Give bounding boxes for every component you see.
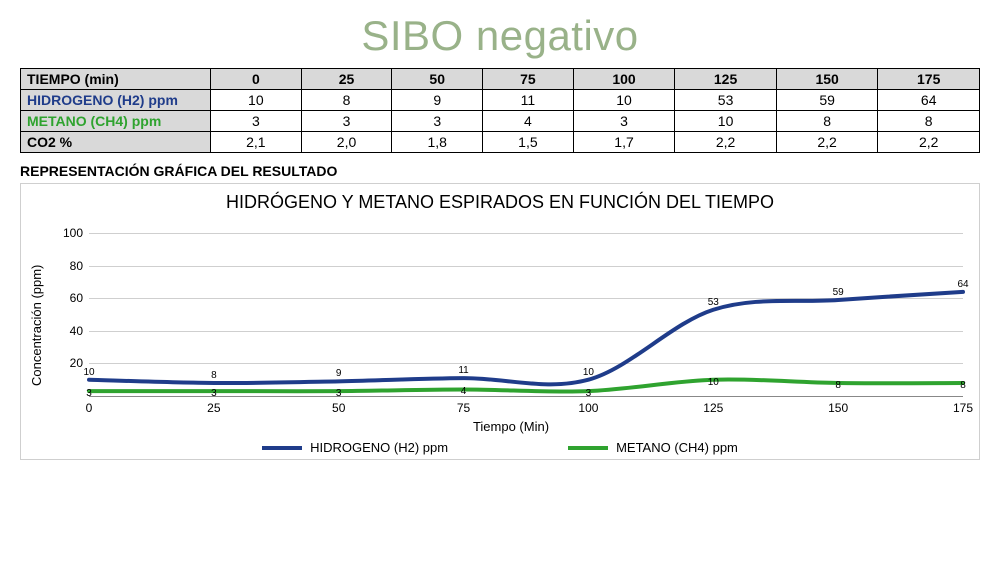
th-t3: 75 — [483, 69, 574, 90]
point-label: 8 — [960, 380, 966, 391]
cell: 3 — [211, 111, 302, 132]
cell: 8 — [301, 90, 392, 111]
point-label: 59 — [833, 287, 844, 298]
cell: 10 — [211, 90, 302, 111]
x-tick-label: 25 — [207, 401, 220, 415]
row-label-ch4: METANO (CH4) ppm — [21, 111, 211, 132]
row-label-h2: HIDROGENO (H2) ppm — [21, 90, 211, 111]
legend-swatch-ch4 — [568, 446, 608, 450]
cell: 2,2 — [878, 132, 980, 153]
chart-plot: 2040608010010891110535964333431088 — [89, 217, 963, 397]
th-t5: 125 — [675, 69, 777, 90]
cell: 59 — [776, 90, 878, 111]
th-t1: 25 — [301, 69, 392, 90]
row-label-co2: CO2 % — [21, 132, 211, 153]
y-tick-label: 100 — [51, 226, 83, 240]
cell: 2,1 — [211, 132, 302, 153]
th-t6: 150 — [776, 69, 878, 90]
legend-item-h2: HIDROGENO (H2) ppm — [262, 440, 448, 455]
cell: 9 — [392, 90, 483, 111]
table-row-co2: CO2 % 2,1 2,0 1,8 1,5 1,7 2,2 2,2 2,2 — [21, 132, 980, 153]
th-t7: 175 — [878, 69, 980, 90]
th-t4: 100 — [573, 69, 675, 90]
chart-lines — [89, 217, 963, 396]
cell: 64 — [878, 90, 980, 111]
legend-label-ch4: METANO (CH4) ppm — [616, 440, 738, 455]
cell: 4 — [483, 111, 574, 132]
point-label: 4 — [461, 386, 467, 397]
y-tick-label: 80 — [51, 259, 83, 273]
page-title: SIBO negativo — [0, 12, 1000, 60]
point-label: 8 — [211, 370, 217, 381]
chart-title: HIDRÓGENO Y METANO ESPIRADOS EN FUNCIÓN … — [27, 192, 973, 213]
point-label: 53 — [708, 297, 719, 308]
table-header-row: TIEMPO (min) 0 25 50 75 100 125 150 175 — [21, 69, 980, 90]
table-header-label: TIEMPO (min) — [21, 69, 211, 90]
th-t0: 0 — [211, 69, 302, 90]
cell: 8 — [776, 111, 878, 132]
x-tick-label: 125 — [703, 401, 723, 415]
y-tick-label: 20 — [51, 356, 83, 370]
cell: 53 — [675, 90, 777, 111]
point-label: 64 — [957, 279, 968, 290]
point-label: 10 — [708, 377, 719, 388]
cell: 2,0 — [301, 132, 392, 153]
cell: 1,8 — [392, 132, 483, 153]
point-label: 9 — [336, 368, 342, 379]
point-label: 8 — [835, 380, 841, 391]
x-tick-label: 175 — [953, 401, 973, 415]
cell: 2,2 — [675, 132, 777, 153]
cell: 1,5 — [483, 132, 574, 153]
series-line-0 — [89, 292, 963, 384]
x-tick-label: 100 — [578, 401, 598, 415]
cell: 11 — [483, 90, 574, 111]
point-label: 10 — [83, 367, 94, 378]
y-tick-label: 40 — [51, 324, 83, 338]
x-tick-label: 50 — [332, 401, 345, 415]
x-tick-label: 75 — [457, 401, 470, 415]
x-axis: 0255075100125150175 — [89, 397, 963, 417]
cell: 3 — [392, 111, 483, 132]
chart-area: Concentración (ppm) 20406080100108911105… — [27, 217, 973, 434]
cell: 10 — [675, 111, 777, 132]
chart-container: HIDRÓGENO Y METANO ESPIRADOS EN FUNCIÓN … — [20, 183, 980, 460]
legend-item-ch4: METANO (CH4) ppm — [568, 440, 738, 455]
table-row-h2: HIDROGENO (H2) ppm 10 8 9 11 10 53 59 64 — [21, 90, 980, 111]
section-label: REPRESENTACIÓN GRÁFICA DEL RESULTADO — [20, 163, 980, 179]
x-tick-label: 150 — [828, 401, 848, 415]
cell: 1,7 — [573, 132, 675, 153]
y-axis-label: Concentración (ppm) — [27, 217, 49, 434]
cell: 2,2 — [776, 132, 878, 153]
x-tick-label: 0 — [86, 401, 93, 415]
cell: 3 — [301, 111, 392, 132]
legend-swatch-h2 — [262, 446, 302, 450]
y-tick-label: 60 — [51, 291, 83, 305]
point-label: 10 — [583, 367, 594, 378]
results-table: TIEMPO (min) 0 25 50 75 100 125 150 175 … — [20, 68, 980, 153]
cell: 3 — [573, 111, 675, 132]
cell: 10 — [573, 90, 675, 111]
cell: 8 — [878, 111, 980, 132]
legend-label-h2: HIDROGENO (H2) ppm — [310, 440, 448, 455]
th-t2: 50 — [392, 69, 483, 90]
x-axis-label: Tiempo (Min) — [49, 419, 973, 434]
chart-legend: HIDROGENO (H2) ppm METANO (CH4) ppm — [27, 434, 973, 455]
table-row-ch4: METANO (CH4) ppm 3 3 3 4 3 10 8 8 — [21, 111, 980, 132]
point-label: 11 — [458, 365, 468, 376]
